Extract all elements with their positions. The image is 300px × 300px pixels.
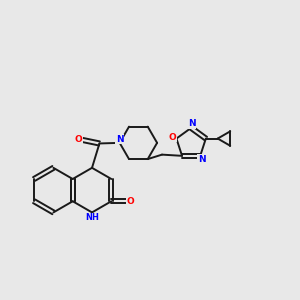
Text: N: N [198,155,206,164]
Text: NH: NH [85,213,99,222]
Text: N: N [188,119,196,128]
Text: O: O [169,133,177,142]
Text: O: O [127,197,134,206]
Text: N: N [116,135,124,144]
Text: O: O [75,135,83,144]
